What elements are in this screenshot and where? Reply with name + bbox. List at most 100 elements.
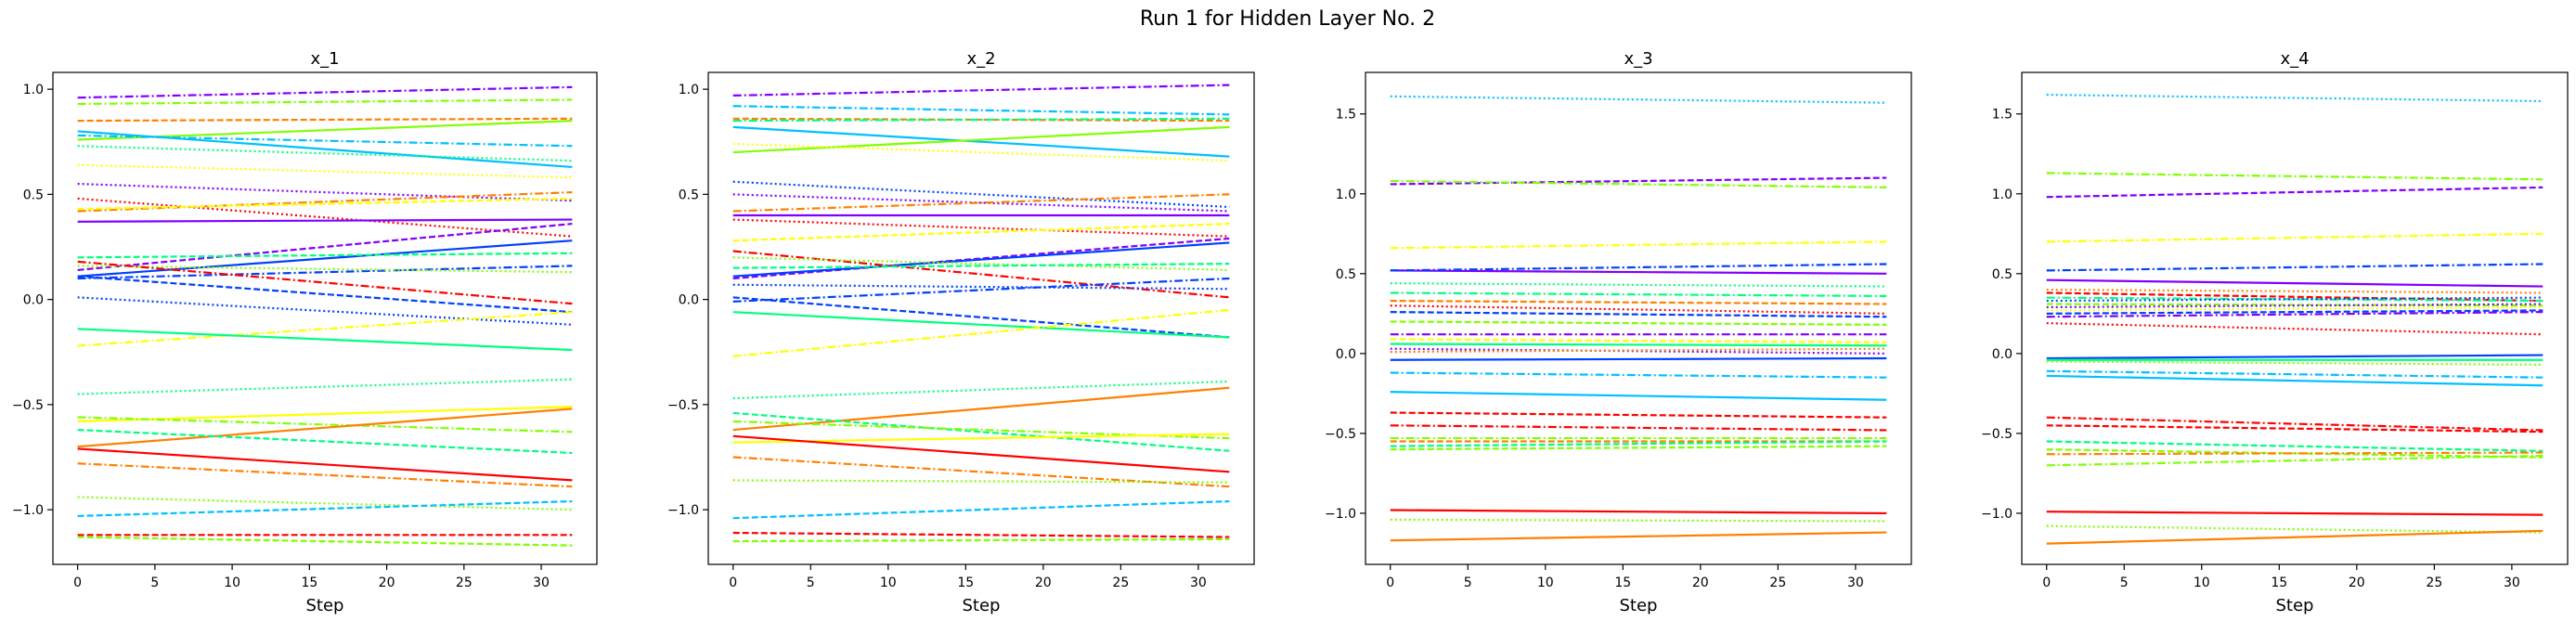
series-line [1390,263,1887,272]
series-line [732,479,1230,484]
y-tick-label: 0.5 [679,188,699,202]
y-tick-label: −1.0 [12,503,44,518]
series-line [732,117,1230,123]
series-line [77,197,573,211]
series-line [77,218,573,223]
series-line [2046,303,2544,307]
x-tick-label: 0 [73,576,82,590]
series-line [732,499,1230,520]
subplot-1: 0 5 10 15 20 25 30 −1.0 −0.5 0.0 0.5 1.0 x_1 Step [12,49,598,615]
series-line [77,145,573,162]
series-group [77,85,573,547]
series-line [77,182,573,202]
series-line [2046,448,2544,459]
series-line [2046,354,2544,360]
series-line [732,296,1230,339]
series-line [732,386,1230,432]
x-tick-label: 5 [807,576,815,590]
series-line [1390,179,1887,188]
series-line [732,411,1230,452]
y-tick-label: 1.0 [1992,188,2013,202]
series-line [1390,95,1887,104]
series-line [2046,93,2544,103]
series-line [77,265,573,274]
y-tick-label: −0.5 [667,398,699,413]
x-tick-label: 25 [456,576,472,590]
x-tick-label: 10 [1537,576,1554,590]
y-tick-label: 0.5 [23,188,44,202]
series-line [732,84,1230,97]
series-line [2046,172,2544,181]
x-axis-label: Step [963,596,1001,615]
series-line [1390,518,1887,523]
series-line [77,163,573,179]
series-line [77,311,573,347]
x-axis-label: Step [306,596,344,615]
series-line [2046,186,2544,199]
subplot-title: x_4 [2280,49,2309,69]
series-line [732,537,1230,543]
series-line [1390,338,1887,343]
axes-frame [707,71,1255,565]
series-line [1390,391,1887,401]
series-line [77,496,573,511]
series-line [732,433,1230,444]
y-tick-label: −1.0 [1981,507,2013,522]
series-line [1390,176,1887,186]
series-line [2046,529,2544,545]
series-line [2046,440,2544,452]
x-tick-label: 5 [150,576,159,590]
x-tick-label: 0 [2042,576,2051,590]
x-tick-label: 25 [1769,576,1786,590]
y-tick-label: −0.5 [12,398,44,413]
series-line [1390,356,1887,361]
x-tick-label: 10 [2194,576,2210,590]
subplot-3: 0 5 10 15 20 25 30 −1.0 −0.5 0.0 0.5 1.0 1.5 x_3 Step [1325,49,1912,615]
y-tick-label: 1.5 [1336,108,1356,123]
subplot-4: 0 5 10 15 20 25 30 −1.0 −0.5 0.0 0.5 1.0 1.5 x_4 Step [1981,49,2569,615]
y-tick-label: 1.5 [1992,108,2013,123]
x-tick-label: 25 [2426,576,2442,590]
series-line [77,275,573,314]
series-line [1390,347,1887,354]
series-line [732,241,1230,278]
series-line [1390,311,1887,318]
x-tick-label: 20 [2349,576,2365,590]
axes-frame [1365,71,1912,565]
x-tick-label: 15 [301,576,317,590]
series-line [2046,296,2544,303]
series-line [2046,374,2544,387]
series-line [732,456,1230,488]
y-tick-label: 1.0 [23,83,44,97]
subplot-title: x_2 [966,49,995,69]
x-tick-label: 30 [533,576,550,590]
y-tick-label: −0.5 [1981,427,2013,442]
series-line [1390,304,1887,315]
x-axis-label: Step [1620,596,1658,615]
y-tick-label: 0.0 [1336,347,1356,362]
series-line [77,296,573,326]
series-line [1390,299,1887,305]
series-line [77,222,573,272]
series-line [2046,451,2544,456]
x-tick-label: 20 [379,576,395,590]
series-line [732,263,1230,269]
series-line [2046,454,2544,467]
series-line [2046,263,2544,272]
series-line [732,250,1230,299]
subplot-2: 0 5 10 15 20 25 30 −1.0 −0.5 0.0 0.5 1.0 x_2 Step [667,49,1255,615]
series-group [2046,93,2544,545]
series-line [732,531,1230,538]
x-tick-label: 15 [957,576,974,590]
series-line [1390,440,1887,447]
series-line [77,536,573,547]
series-line [2046,424,2544,433]
series-line [732,283,1230,291]
series-line [77,117,573,123]
x-tick-label: 25 [1112,576,1129,590]
y-tick-label: 0.0 [679,293,699,308]
series-line [77,134,573,148]
subplot-title: x_3 [1624,49,1652,69]
